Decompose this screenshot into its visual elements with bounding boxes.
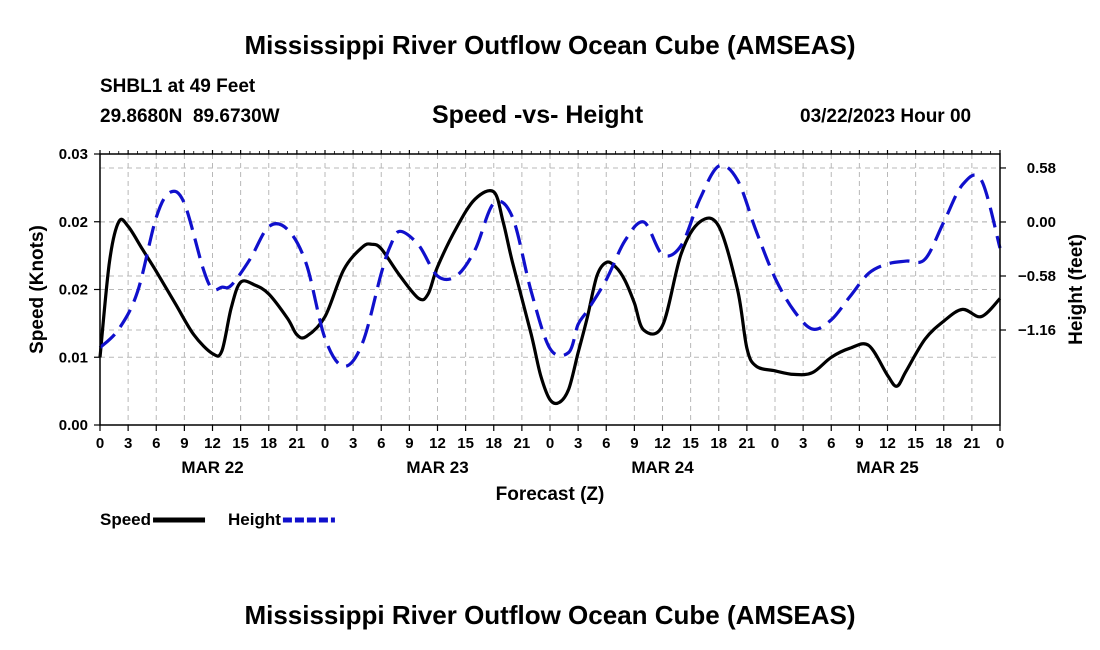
x-tick-label: 0 [321,435,329,452]
y-left-axis-title: Speed (Knots) [27,225,48,354]
x-tick-label: 12 [879,435,896,452]
x-tick-label: 6 [377,435,385,452]
grid-layer [100,154,1000,425]
x-tick-label: 18 [710,435,727,452]
day-label: MAR 25 [856,458,918,477]
x-tick-label: 15 [232,435,249,452]
x-tick-label: 3 [349,435,357,452]
x-tick-label: 3 [799,435,807,452]
x-tick-label: 3 [124,435,132,452]
y-right-tick-label: −1.16 [1018,322,1056,339]
station-label: SHBL1 at 49 Feet [100,76,256,97]
x-tick-label: 18 [935,435,952,452]
x-tick-label: 0 [96,435,104,452]
y-left-tick-label: 0.03 [59,146,88,163]
x-tick-label: 12 [204,435,221,452]
x-tick-label: 15 [682,435,699,452]
day-label: MAR 22 [181,458,243,477]
forecast-date: 03/22/2023 Hour 00 [800,106,972,127]
x-tick-label: 18 [260,435,277,452]
y-right-tick-label: 0.00 [1027,214,1056,231]
series-line-height [98,163,1002,368]
x-tick-label: 21 [739,435,756,452]
axis-layer: 0 3 6 9 12 15 18 21 0 3 6 9 12 15 18 21 0 3 6 9 12 15 18 21 0 3 6 9… [27,146,1087,505]
y-right-tick-label: −0.58 [1018,268,1056,285]
x-tick-label: 9 [180,435,188,452]
y-left-tick-label: 0.02 [59,214,88,231]
x-tick-label: 15 [907,435,924,452]
x-tick-label: 18 [485,435,502,452]
x-tick-label: 0 [771,435,779,452]
y-left-tick-label: 0.00 [59,417,88,434]
chart-subtitle: Speed -vs- Height [432,101,644,129]
x-tick-label: 12 [429,435,446,452]
y-left-tick-label: 0.01 [59,349,88,366]
x-tick-label: 21 [964,435,981,452]
legend-label-height: Height [228,510,281,529]
station-coords: 29.8680N 89.6730W [100,106,280,127]
series-layer [98,163,1002,406]
series-line-speed [98,189,1002,406]
x-tick-label: 0 [996,435,1004,452]
chart-title: Mississippi River Outflow Ocean Cube (AM… [244,30,856,60]
x-tick-label: 21 [514,435,531,452]
y-right-tick-label: 0.58 [1027,160,1056,177]
x-tick-label: 21 [289,435,306,452]
x-tick-label: 3 [574,435,582,452]
x-tick-label: 6 [152,435,160,452]
y-right-axis-title: Height (feet) [1066,234,1087,345]
legend-label-speed: Speed [100,510,151,529]
x-axis-title: Forecast (Z) [496,484,605,505]
day-label: MAR 24 [631,458,694,477]
x-tick-label: 6 [602,435,610,452]
x-tick-label: 15 [457,435,474,452]
day-label: MAR 23 [406,458,468,477]
x-tick-label: 9 [630,435,638,452]
x-tick-label: 0 [546,435,554,452]
x-tick-label: 9 [405,435,413,452]
y-left-tick-label: 0.02 [59,282,88,299]
x-tick-label: 9 [855,435,863,452]
x-tick-label: 6 [827,435,835,452]
footer-title: Mississippi River Outflow Ocean Cube (AM… [244,600,856,630]
x-tick-label: 12 [654,435,671,452]
legend-layer: Speed Height [100,510,335,529]
